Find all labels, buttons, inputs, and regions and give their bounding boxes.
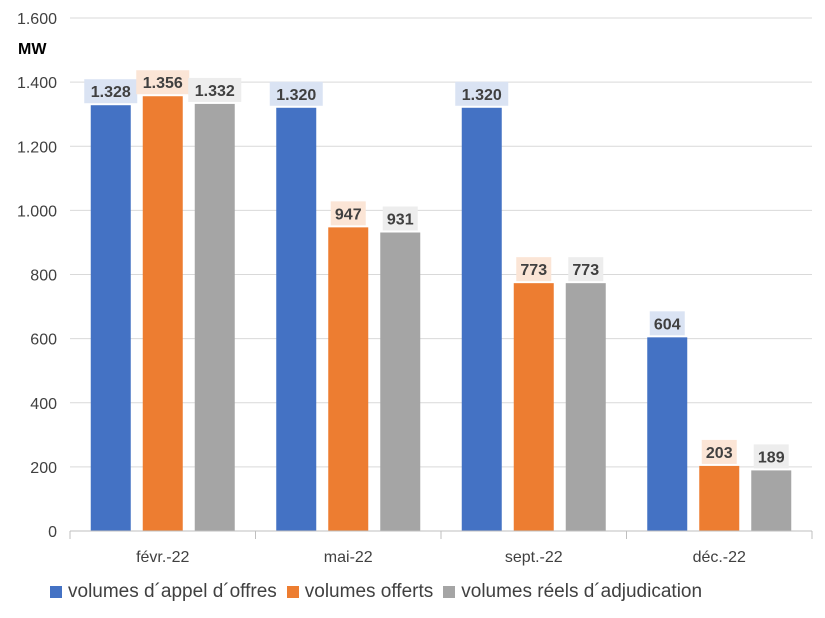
y-tick-label: 1.600 [17,11,57,28]
data-label: 1.332 [195,83,235,100]
bar [565,283,606,531]
data-label: 1.356 [143,75,183,92]
data-label-background [188,77,242,102]
bar [513,283,554,531]
data-label: 1.328 [91,84,131,101]
legend-swatch [286,586,299,598]
bar [699,465,740,531]
bar [751,470,792,531]
legend-item: volumes réels d´adjudication [443,581,702,603]
legend-swatch [50,586,62,598]
legend-swatch [443,586,456,598]
x-tick-label: févr.-22 [136,549,189,566]
y-axis-ticks: 0 200 400 600 800 1.000 1.200 1.400 1.600 [17,11,57,541]
bar [142,96,183,532]
data-label-background [516,257,552,282]
y-tick-label: 0 [48,524,57,541]
data-label: 773 [572,262,599,279]
x-tick-label: déc.-22 [693,549,746,566]
y-tick-label: 200 [30,460,57,477]
data-label: 203 [706,445,733,462]
data-label: 947 [335,206,362,223]
legend: volumes d´appel d´offres volumes offerts v… [50,580,712,604]
bar [647,337,688,531]
data-label-background [136,70,190,95]
legend-item: volumes d´appel d´offres [50,581,277,603]
bar [461,107,502,532]
data-label-background [455,81,509,106]
data-labels: 1.328 1.356 1.332 1.320 947 931 1.320 773 773 604… [84,70,789,469]
x-tick-label: mai-22 [324,549,373,566]
y-axis-label: MW [18,41,47,58]
data-label-background [701,439,737,464]
data-label: 931 [387,211,414,228]
bar [90,105,131,532]
bar [328,227,369,532]
y-tick-label: 1.400 [17,75,57,92]
data-label: 1.320 [276,87,316,104]
y-tick-label: 800 [30,268,57,285]
y-tick-label: 1.200 [17,139,57,156]
bar [276,107,317,532]
data-label-background [382,206,418,231]
data-label-background [84,79,138,104]
data-label-background [568,257,604,282]
x-tick-label: sept.-22 [505,549,563,566]
data-label-background [753,444,789,469]
y-tick-label: 600 [30,332,57,349]
data-label: 1.320 [462,87,502,104]
y-tick-label: 400 [30,396,57,413]
y-tick-label: 1.000 [17,203,57,220]
data-label-background [269,81,323,106]
bars [90,96,792,532]
bar [194,103,235,532]
legend-item: volumes offerts [286,581,434,603]
data-label-background [330,201,366,226]
x-axis: févr.-22 mai-22 sept.-22 déc.-22 [69,530,813,566]
data-label: 773 [520,262,547,279]
data-label: 604 [654,316,681,333]
legend-label: volumes d´appel d´offres [68,581,277,602]
bar [380,232,421,532]
data-label: 189 [758,449,785,466]
legend-label: volumes réels d´adjudication [461,581,703,602]
legend-label: volumes offerts [304,581,434,602]
data-label-background [649,311,685,336]
